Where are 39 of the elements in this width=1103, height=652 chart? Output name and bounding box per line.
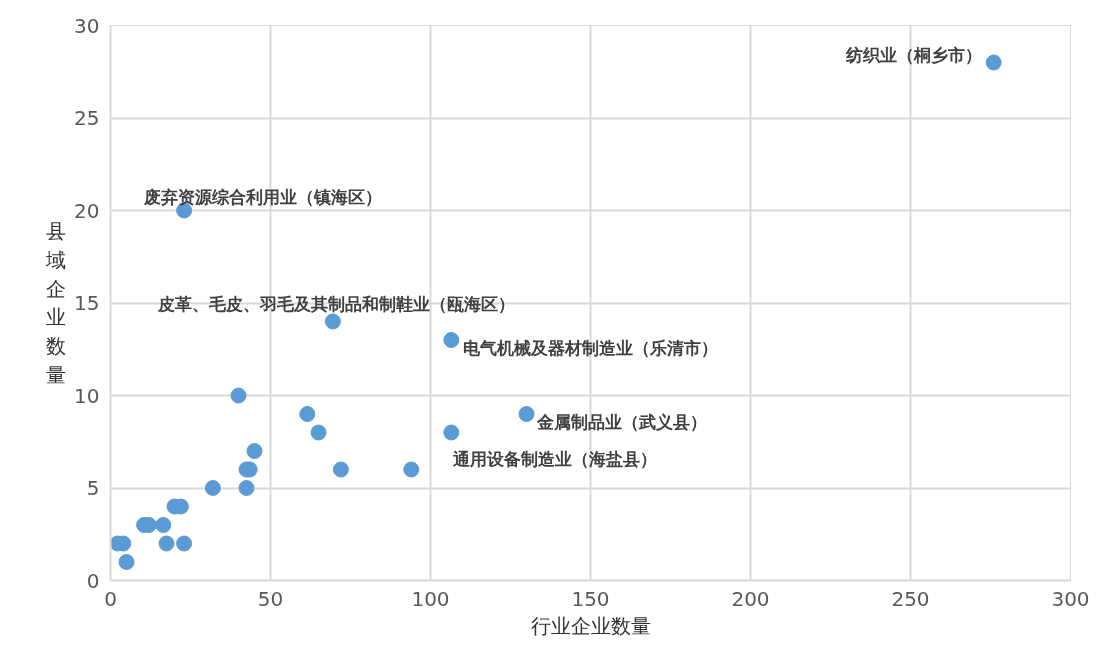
point (443, 332, 460, 348)
y-tick-label: 10 (74, 383, 100, 408)
y-tick-label: 30 (74, 13, 100, 38)
annotation: 皮革、毛皮、羽毛及其制品和制鞋业（瓯海区） (156, 293, 515, 314)
point (299, 406, 316, 422)
point (518, 406, 535, 422)
annotation: 纺织业（桐乡市） (844, 44, 982, 65)
x-tick-label: 50 (257, 586, 284, 611)
x-tick-label: 100 (411, 586, 450, 611)
point (118, 554, 135, 570)
annotation: 金属制品业（武义县） (535, 412, 707, 432)
point (155, 517, 172, 533)
annotation: 废弃资源综合利用业（镇海区） (143, 186, 383, 207)
point (158, 535, 175, 552)
point (985, 54, 1002, 71)
y-axis-title: 县域企业数量 (45, 219, 67, 387)
point (332, 461, 349, 478)
x-tick-label: 300 (1051, 586, 1090, 611)
y-tick-label: 0 (86, 568, 100, 593)
y-tick-label: 25 (74, 106, 100, 130)
point (238, 480, 255, 496)
point (204, 480, 221, 496)
annotation: 通用设备制造业（海盐县） (452, 448, 658, 469)
point (403, 461, 420, 478)
x-tick-label: 0 (104, 586, 117, 611)
annotation: 电气机械及器材制造业（乐清市） (463, 338, 719, 358)
x-axis-title: 行业企业数量 (530, 613, 651, 638)
y-tick-label: 5 (86, 476, 100, 500)
point (310, 424, 327, 441)
x-tick-label: 250 (891, 586, 930, 611)
point (230, 387, 247, 404)
y-tick-label: 15 (74, 291, 100, 315)
point (324, 313, 341, 330)
x-tick-label: 200 (731, 586, 770, 611)
point (443, 424, 460, 441)
point (176, 535, 193, 552)
x-tick-label: 150 (571, 586, 610, 611)
y-tick-label: 20 (74, 198, 100, 223)
point (246, 443, 263, 459)
